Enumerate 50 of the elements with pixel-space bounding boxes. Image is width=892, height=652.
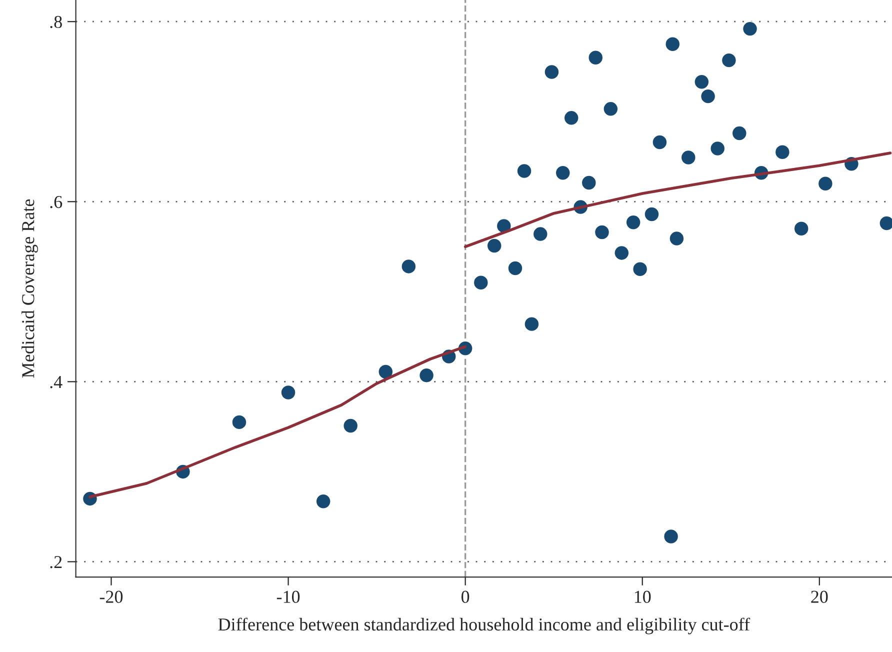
point	[721, 52, 737, 68]
point	[602, 101, 618, 117]
point	[614, 245, 630, 261]
point	[588, 50, 604, 66]
x-tick-label: -20	[100, 590, 123, 603]
y-tick-label: .4	[50, 376, 62, 388]
point	[280, 384, 296, 400]
point	[516, 163, 532, 179]
x-tick-label: 10	[634, 590, 651, 603]
point	[232, 414, 247, 430]
point	[524, 316, 540, 332]
point	[710, 140, 726, 156]
point	[564, 110, 580, 126]
point	[644, 206, 660, 222]
point	[532, 226, 548, 242]
point	[378, 364, 394, 380]
point	[669, 230, 684, 246]
point	[664, 36, 680, 52]
point	[663, 528, 679, 544]
point	[581, 175, 597, 190]
point	[652, 134, 668, 150]
point	[418, 368, 434, 384]
point	[626, 214, 642, 230]
point	[486, 238, 502, 254]
point	[473, 274, 489, 290]
point	[774, 144, 790, 160]
point	[818, 176, 834, 192]
point	[742, 21, 758, 37]
point	[316, 494, 332, 510]
point	[632, 261, 648, 277]
y-tick-label: .2	[50, 556, 62, 568]
point	[700, 88, 716, 104]
point	[732, 126, 748, 141]
point	[680, 150, 696, 166]
point	[794, 220, 810, 236]
point	[555, 165, 571, 181]
y-axis-title: Medicaid Coverage Rate	[22, 199, 38, 378]
x-tick-label: -10	[276, 590, 300, 603]
y-tick-label: .6	[50, 196, 62, 208]
point	[508, 260, 523, 276]
point	[342, 418, 358, 434]
point	[400, 258, 416, 274]
point	[544, 64, 560, 80]
point	[694, 74, 710, 90]
x-axis-title: Difference between standardized household income and eligibility cut-off	[218, 618, 750, 634]
point	[594, 224, 610, 240]
y-tick-label: .8	[50, 16, 62, 28]
x-tick-label: 0	[461, 590, 470, 603]
line-series	[464, 152, 892, 248]
x-tick-label: 20	[811, 590, 828, 603]
